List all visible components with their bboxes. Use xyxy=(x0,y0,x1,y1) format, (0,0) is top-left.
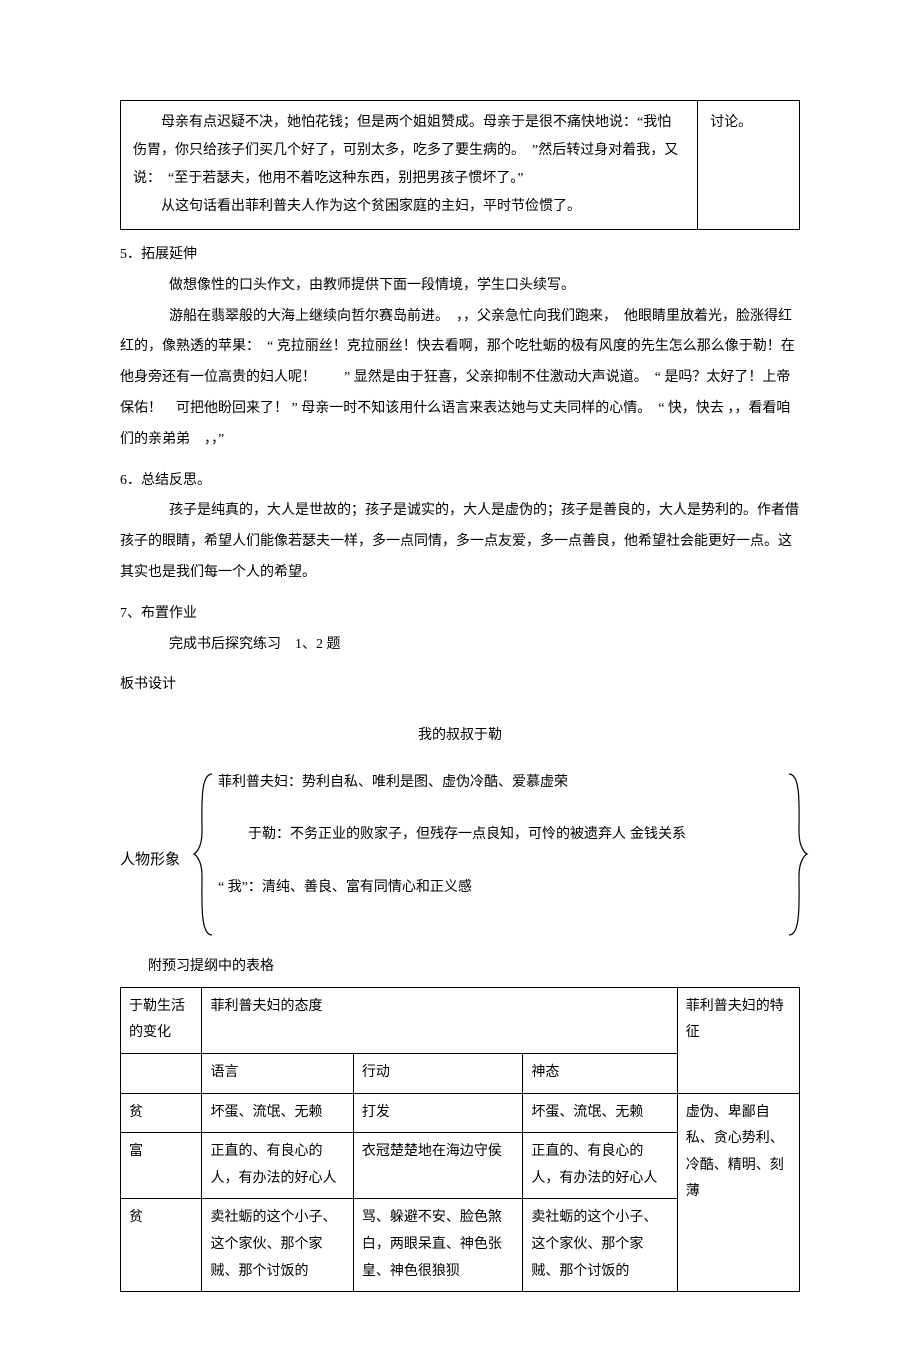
row2-k: 富 xyxy=(121,1133,202,1199)
diagram-line-1: 菲利普夫妇：势利自私、唯利是图、虚伪冷酷、爱慕虚荣 xyxy=(218,772,778,794)
head-col-3: 菲利普夫妇的特征 xyxy=(677,987,799,1093)
diagram-label: 人物形象 xyxy=(120,844,180,877)
section-6-heading: 6．总结反思。 xyxy=(120,466,800,497)
head-col-1: 于勒生活的变化 xyxy=(121,987,202,1053)
row1-c: 坏蛋、流氓、无赖 xyxy=(523,1093,677,1133)
row2-a: 正直的、有良心的人，有办法的好心人 xyxy=(202,1133,353,1199)
feature-cell: 虚伪、卑鄙自私、贪心势利、冷酷、精明、刻薄 xyxy=(677,1093,799,1292)
diagram-line-3: “ 我”：清纯、善良、富有同情心和正义感 xyxy=(218,877,778,899)
table-head-row: 于勒生活的变化 菲利普夫妇的态度 菲利普夫妇的特征 xyxy=(121,987,800,1053)
subhead-empty xyxy=(121,1053,202,1093)
section-5: 5．拓展延伸 做想像性的口头作文，由教师提供下面一段情境，学生口头续写。 游船在… xyxy=(120,240,800,456)
right-brace-icon xyxy=(785,772,809,950)
row1-b: 打发 xyxy=(353,1093,522,1133)
preview-table: 于勒生活的变化 菲利普夫妇的态度 菲利普夫妇的特征 语言 行动 神态 贫 坏蛋、… xyxy=(120,987,800,1292)
section-6-para: 孩子是纯真的，大人是世故的；孩子是诚实的，大人是虚伪的；孩子是善良的，大人是势利… xyxy=(120,496,800,588)
table-row: 贫 坏蛋、流氓、无赖 打发 坏蛋、流氓、无赖 虚伪、卑鄙自私、贪心势利、冷酷、精… xyxy=(121,1093,800,1133)
subhead-b: 行动 xyxy=(353,1053,522,1093)
top-discussion-table: 母亲有点迟疑不决，她怕花钱；但是两个姐姐赞成。母亲于是很不痛快地说：“我怕伤胃，… xyxy=(120,100,800,230)
row3-b: 骂、躲避不安、脸色煞白，两眼呆直、神色张皇、神色很狼狈 xyxy=(353,1199,522,1292)
left-brace-icon xyxy=(192,772,216,950)
row2-c: 正直的、有良心的人，有办法的好心人 xyxy=(523,1133,677,1199)
appendix-label: 附预习提纲中的表格 xyxy=(120,952,800,983)
section-5-para-2: 游船在翡翠般的大海上继续向哲尔赛岛前进。 ，，父亲急忙向我们跑来， 他眼睛里放着… xyxy=(120,302,800,456)
section-5-para-1: 做想像性的口头作文，由教师提供下面一段情境，学生口头续写。 xyxy=(120,271,800,302)
board-title: 我的叔叔于勒 xyxy=(120,721,800,752)
top-right-text: 讨论。 xyxy=(710,115,752,130)
row3-c: 卖社蛎的这个小子、 这个家伙、那个家贼、那个讨饭的 xyxy=(523,1199,677,1292)
section-7: 7、布置作业 完成书后探究练习 1、2 题 xyxy=(120,599,800,661)
section-6: 6．总结反思。 孩子是纯真的，大人是世故的；孩子是诚实的，大人是虚伪的；孩子是善… xyxy=(120,466,800,589)
head-col-2: 菲利普夫妇的态度 xyxy=(202,987,677,1053)
top-paragraph-2: 从这句话看出菲利普夫人作为这个贫困家庭的主妇，平时节俭惯了。 xyxy=(133,193,685,221)
diagram-right-note: 金钱关系 xyxy=(630,827,686,842)
board-heading: 板书设计 xyxy=(120,670,800,701)
diagram-line-2: 于勒：不务正业的败家子，但残存一点良知，可怜的被遗弃人金钱关系 xyxy=(218,824,778,846)
character-diagram: 人物形象 菲利普夫妇：势利自私、唯利是图、虚伪冷酷、爱慕虚荣 于勒：不务正业的败… xyxy=(120,772,800,942)
row1-k: 贫 xyxy=(121,1093,202,1133)
top-right-cell: 讨论。 xyxy=(698,101,800,230)
section-5-heading: 5．拓展延伸 xyxy=(120,240,800,271)
row1-a: 坏蛋、流氓、无赖 xyxy=(202,1093,353,1133)
subhead-c: 神态 xyxy=(523,1053,677,1093)
row3-a: 卖社蛎的这个小子、这个家伙、那个家贼、那个讨饭的 xyxy=(202,1199,353,1292)
top-left-cell: 母亲有点迟疑不决，她怕花钱；但是两个姐姐赞成。母亲于是很不痛快地说：“我怕伤胃，… xyxy=(121,101,698,230)
document-page: 母亲有点迟疑不决，她怕花钱；但是两个姐姐赞成。母亲于是很不痛快地说：“我怕伤胃，… xyxy=(0,0,920,1352)
diagram-lines: 菲利普夫妇：势利自私、唯利是图、虚伪冷酷、爱慕虚荣 于勒：不务正业的败家子，但残… xyxy=(218,772,778,929)
section-7-para: 完成书后探究练习 1、2 题 xyxy=(120,630,800,661)
subhead-a: 语言 xyxy=(202,1053,353,1093)
board-design: 板书设计 我的叔叔于勒 人物形象 菲利普夫妇：势利自私、唯利是图、虚伪冷酷、爱慕… xyxy=(120,670,800,942)
row2-b: 衣冠楚楚地在海边守侯 xyxy=(353,1133,522,1199)
row3-k: 贫 xyxy=(121,1199,202,1292)
section-7-heading: 7、布置作业 xyxy=(120,599,800,630)
top-paragraph-1: 母亲有点迟疑不决，她怕花钱；但是两个姐姐赞成。母亲于是很不痛快地说：“我怕伤胃，… xyxy=(133,109,685,193)
